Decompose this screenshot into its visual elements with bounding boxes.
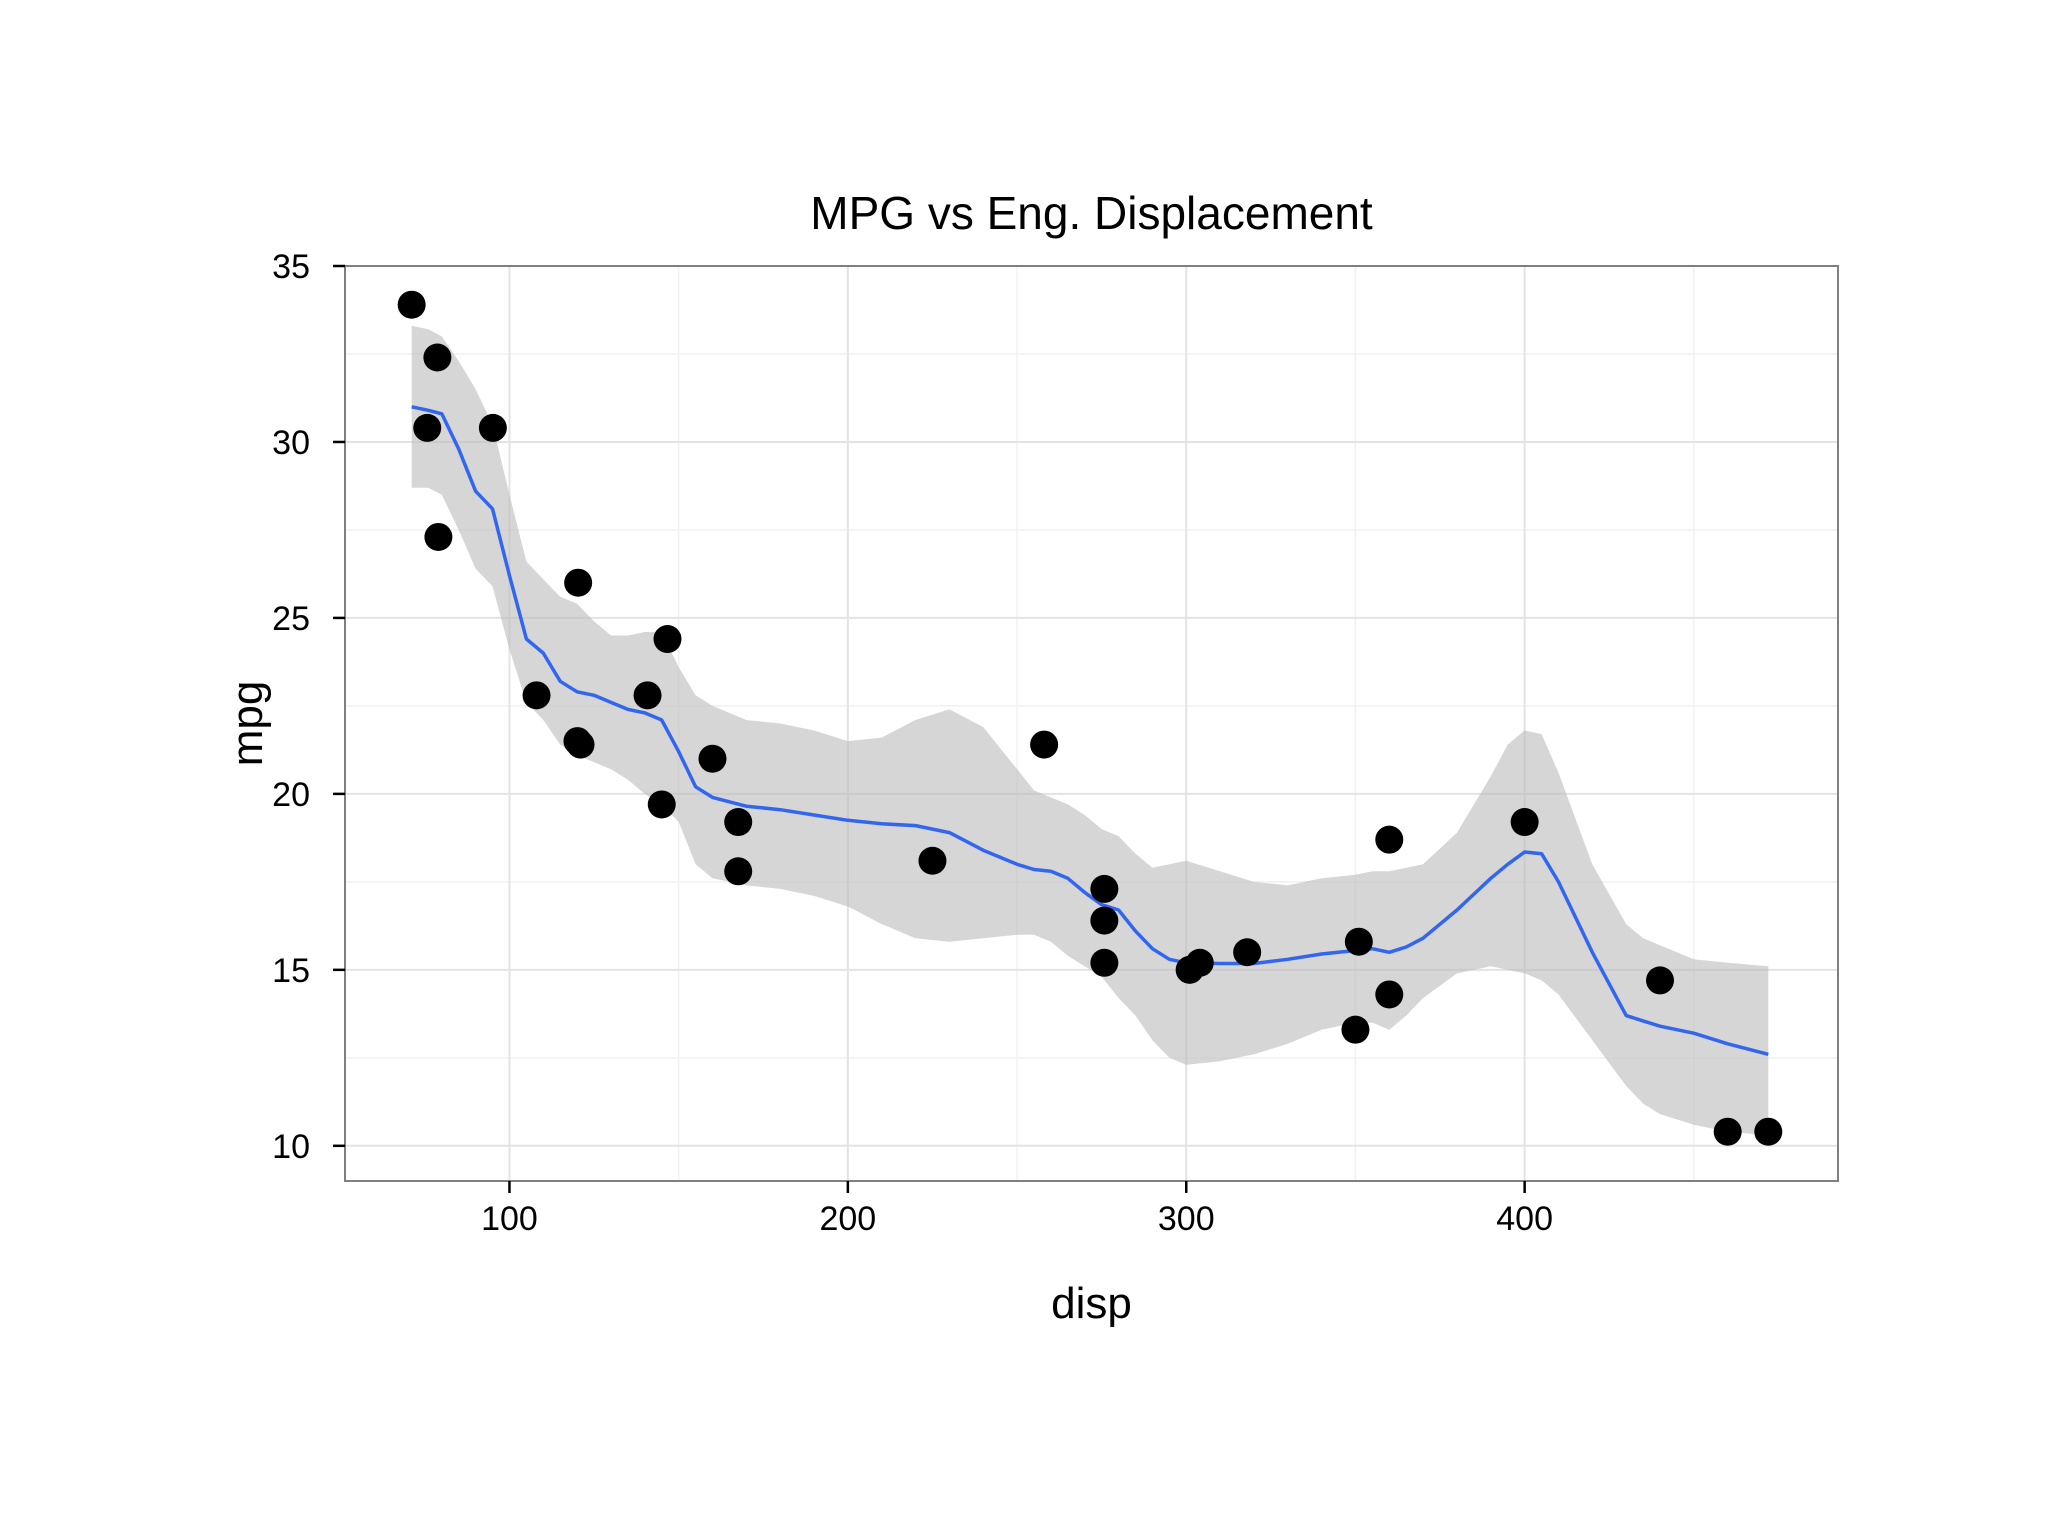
y-tick-label: 25 (272, 600, 310, 638)
x-tick-label: 300 (1158, 1200, 1215, 1238)
chart-title: MPG vs Eng. Displacement (810, 187, 1373, 239)
y-tick-label: 35 (272, 248, 310, 286)
x-tick-label: 400 (1496, 1200, 1553, 1238)
smooth-line (411, 405, 1769, 1056)
data-point (1341, 1015, 1370, 1044)
data-point (522, 681, 551, 710)
data-point (724, 808, 753, 837)
data-point (724, 857, 753, 886)
data-point (1185, 948, 1214, 977)
data-point (1510, 808, 1539, 837)
data-point (423, 343, 452, 372)
data-point (698, 744, 727, 773)
data-point (918, 846, 947, 875)
x-axis-title: disp (1051, 1279, 1132, 1328)
data-point (1344, 927, 1373, 956)
data-point (1646, 966, 1675, 995)
data-point (1375, 980, 1404, 1009)
plot-panel (344, 265, 1839, 1182)
data-point (633, 681, 662, 710)
y-tick-label: 10 (272, 1128, 310, 1166)
data-point (1375, 825, 1404, 854)
data-point (478, 413, 507, 442)
data-point (397, 290, 426, 319)
y-tick-label: 30 (272, 424, 310, 462)
data-point (413, 413, 442, 442)
data-point (653, 625, 682, 654)
y-axis: 10 15 20 25 30 35 (272, 248, 345, 1166)
y-tick-label: 15 (272, 952, 310, 990)
data-point (1030, 730, 1059, 759)
y-axis-title: mpg (223, 681, 272, 767)
x-tick-label: 100 (481, 1200, 538, 1238)
scatter-points (397, 290, 1783, 1146)
data-point (647, 790, 676, 819)
data-point (1754, 1117, 1783, 1146)
data-point (1090, 906, 1119, 935)
data-point (1713, 1117, 1742, 1146)
data-point (564, 568, 593, 597)
x-tick-label: 200 (819, 1200, 876, 1238)
data-point (1090, 874, 1119, 903)
data-point (1233, 938, 1262, 967)
data-point (424, 522, 453, 551)
x-axis: 100 200 300 400 (481, 1181, 1553, 1238)
panel-border (344, 265, 1839, 1182)
data-point (566, 730, 595, 759)
y-tick-label: 20 (272, 776, 310, 814)
data-point (1090, 948, 1119, 977)
